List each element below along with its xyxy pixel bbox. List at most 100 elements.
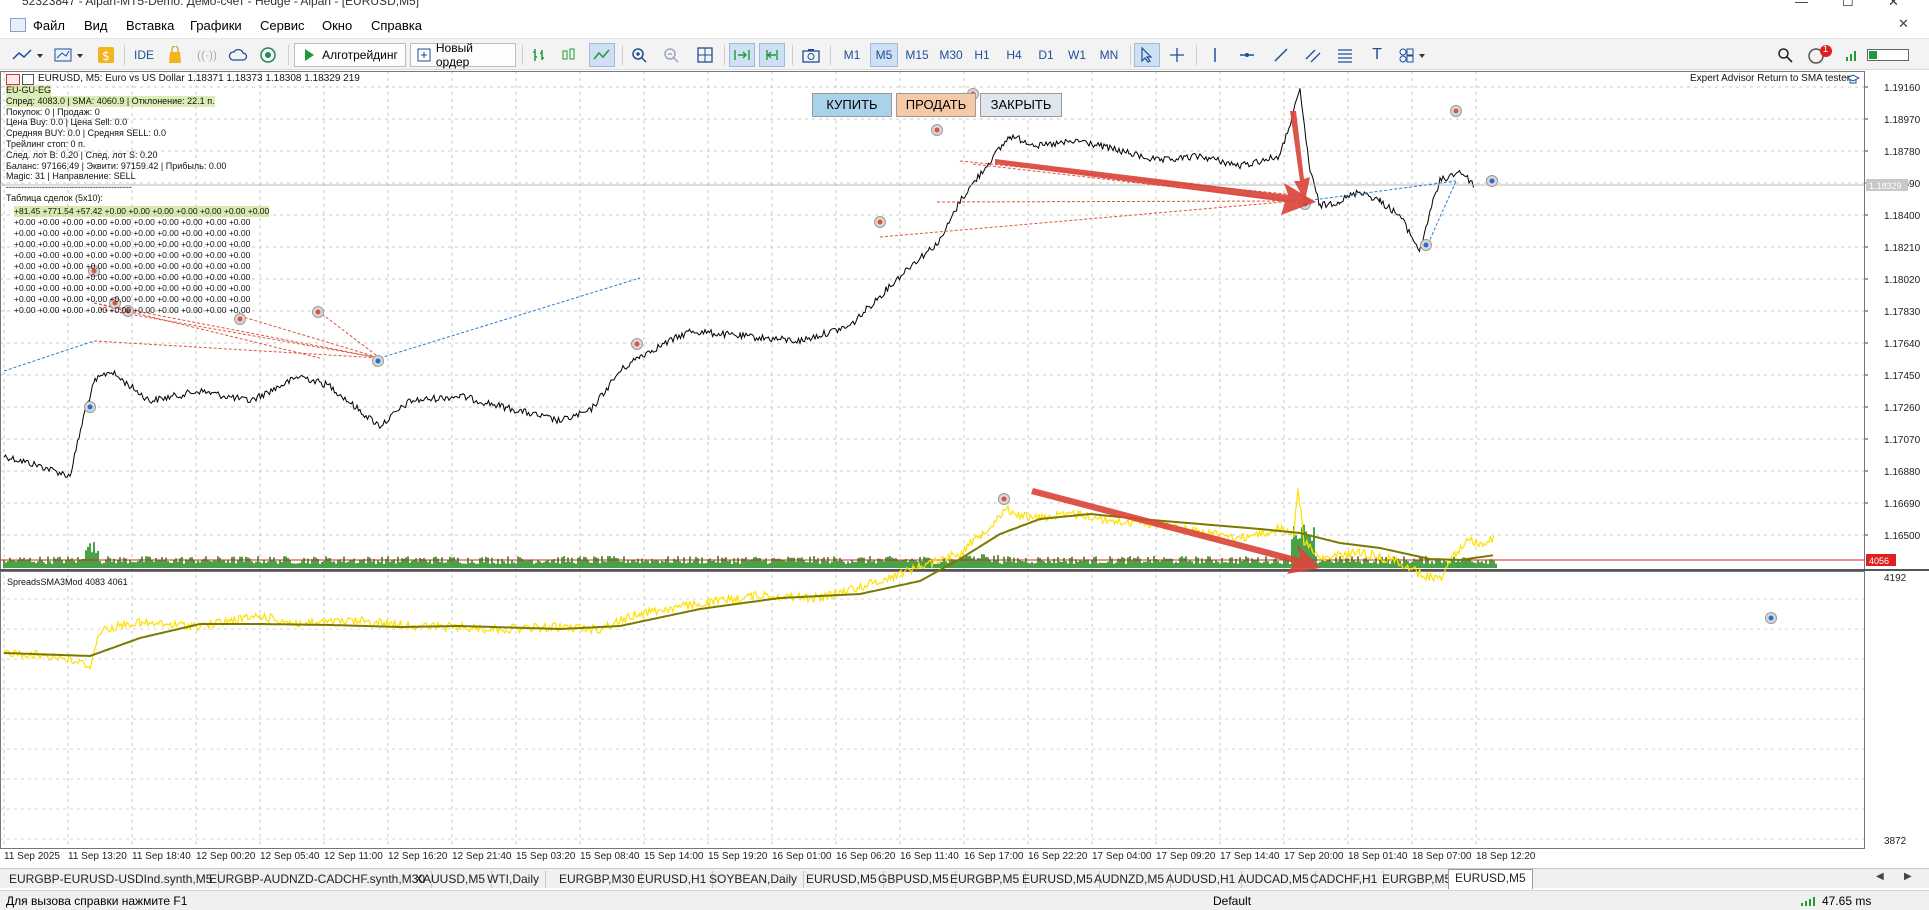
chart-tab[interactable]: WTI,Daily: [481, 871, 546, 888]
menu-charts[interactable]: Графики: [190, 18, 242, 33]
indicator-tick-label: 4192: [1884, 573, 1907, 584]
chart-tab[interactable]: AUDCAD,M5: [1232, 871, 1316, 888]
community-icon[interactable]: [256, 43, 280, 67]
sell-marker-icon: [234, 313, 246, 325]
marker-dot: [1453, 108, 1459, 114]
deals-table-row: +0.00 +0.00 +0.00 +0.00 +0.00 +0.00 +0.0…: [14, 293, 251, 304]
chart-tab[interactable]: EURGBP,M5: [944, 871, 1027, 888]
sell-marker-icon: [88, 265, 100, 277]
mdi-close-icon[interactable]: ✕: [1898, 16, 1909, 31]
new-order-button[interactable]: Новый ордер: [410, 41, 516, 69]
horizontal-line-icon[interactable]: [1236, 43, 1258, 67]
signals-icon[interactable]: ((·)): [197, 48, 217, 62]
time-tick-label: 15 Sep 14:00: [644, 851, 704, 862]
svg-text:$: $: [102, 49, 110, 63]
indicator-level-label: 4056: [1869, 556, 1889, 566]
notifications-icon[interactable]: 1: [1806, 43, 1834, 67]
sell-button[interactable]: ПРОДАТЬ: [896, 93, 976, 117]
timeframe-h1[interactable]: H1: [974, 48, 990, 62]
fibonacci-icon[interactable]: [1334, 43, 1356, 67]
chart-tab[interactable]: EURUSD,M5: [1016, 871, 1100, 888]
marker-dot: [91, 268, 97, 274]
chart-tab[interactable]: XAUUSD,M5: [409, 871, 493, 888]
status-ping: 47.65 ms: [1822, 894, 1872, 908]
close-icon[interactable]: ✕: [1888, 0, 1899, 8]
vps-cloud-icon[interactable]: [226, 43, 250, 67]
ea-info-line: ----------------------------------------…: [6, 182, 132, 193]
dollar-icon[interactable]: $: [96, 43, 116, 67]
minimize-icon[interactable]: —: [1795, 0, 1808, 8]
buy-marker-icon: [84, 401, 96, 413]
chart-tab[interactable]: AUDNZD,M5: [1088, 871, 1172, 888]
shapes-icon[interactable]: [1396, 43, 1430, 67]
ide-button[interactable]: IDE: [133, 48, 154, 62]
timeframe-d1[interactable]: D1: [1038, 48, 1054, 62]
timeframe-w1[interactable]: W1: [1068, 48, 1086, 62]
menu-tools[interactable]: Сервис: [260, 18, 305, 33]
maximize-icon[interactable]: ☐: [1842, 0, 1854, 8]
chart-tab[interactable]: CADCHF,H1: [1304, 871, 1385, 888]
chart-tab[interactable]: AUDUSD,H1: [1160, 871, 1243, 888]
chart-tab[interactable]: EURGBP,M30: [553, 871, 642, 888]
screenshot-icon[interactable]: [800, 43, 822, 67]
zoom-out-icon[interactable]: [660, 43, 682, 67]
grid-icon[interactable]: [694, 43, 716, 67]
buy-button[interactable]: КУПИТЬ: [812, 93, 892, 117]
menu-insert[interactable]: Вставка: [126, 18, 175, 33]
sell-marker-icon: [1450, 105, 1462, 117]
app-menu-icon[interactable]: [10, 18, 26, 32]
chart-tab[interactable]: EURGBP,M5: [1376, 871, 1459, 888]
time-tick-label: 18 Sep 01:40: [1348, 851, 1408, 862]
line-chart-icon[interactable]: [589, 43, 615, 67]
market-bag-icon[interactable]: [164, 43, 186, 67]
chart-shift-icon[interactable]: [759, 43, 785, 67]
algo-trading-label: Алготрейдинг: [322, 48, 398, 62]
sell-marker-icon: [122, 305, 134, 317]
indicator-tick-label: 3872: [1884, 836, 1907, 847]
signal-strength-icon[interactable]: [1842, 43, 1862, 67]
templates-button[interactable]: [52, 43, 88, 67]
timeframe-mn[interactable]: MN: [1099, 48, 1119, 62]
chart-window[interactable]: 1.191601.189701.187801.185901.184001.182…: [0, 71, 1929, 864]
autoscroll-icon[interactable]: [729, 43, 755, 67]
ea-info-line: Цена Buy: 0.0 | Цена Sell: 0.0: [6, 117, 128, 128]
crosshair-icon[interactable]: [1166, 43, 1188, 67]
chart-tab[interactable]: EURGBP-EURUSD-USDInd.synth,M5: [3, 871, 220, 888]
candlestick-icon[interactable]: [558, 43, 580, 67]
chart-tab[interactable]: EURUSD,H1: [631, 871, 714, 888]
zoom-in-icon[interactable]: [628, 43, 650, 67]
price-tick-label: 1.17450: [1884, 371, 1921, 382]
time-tick-label: 12 Sep 00:20: [196, 851, 256, 862]
chart-tab[interactable]: EURGBP-AUDNZD-CADCHF.synth,M30: [203, 871, 433, 888]
chart-tab[interactable]: EURUSD,M5: [1448, 869, 1533, 889]
timeframe-m30[interactable]: M30: [939, 48, 963, 62]
vertical-line-icon[interactable]: [1204, 43, 1226, 67]
timeframe-m1[interactable]: M1: [843, 48, 861, 62]
chart-type-button[interactable]: [10, 43, 46, 67]
chart-canvas[interactable]: 1.191601.189701.187801.185901.184001.182…: [0, 71, 1929, 864]
chart-tab[interactable]: SOYBEAN,Daily: [703, 871, 805, 888]
chart-tab[interactable]: GBPUSD,M5: [872, 871, 956, 888]
indicator-label: SpreadsSMA3Mod 4083 4061: [7, 577, 128, 587]
bar-chart-icon[interactable]: [528, 43, 550, 67]
timeframe-h4[interactable]: H4: [1006, 48, 1022, 62]
trade-link-line: [1304, 180, 1457, 202]
trendline-icon[interactable]: [1270, 43, 1292, 67]
search-icon[interactable]: [1774, 43, 1796, 67]
chart-tab[interactable]: EURUSD,M5: [800, 871, 884, 888]
menu-view[interactable]: Вид: [84, 18, 108, 33]
price-tick-label: 1.18210: [1884, 243, 1921, 254]
menu-window[interactable]: Окно: [322, 18, 353, 33]
channel-icon[interactable]: [1302, 43, 1324, 67]
time-tick-label: 18 Sep 12:20: [1476, 851, 1536, 862]
cursor-icon[interactable]: [1134, 43, 1160, 67]
algo-trading-button[interactable]: Алготрейдинг: [294, 43, 406, 67]
timeframe-m15[interactable]: M15: [905, 48, 929, 62]
tabs-scroll-right-icon[interactable]: ▶: [1904, 871, 1912, 882]
menu-help[interactable]: Справка: [371, 18, 422, 33]
text-tool-icon[interactable]: T: [1372, 46, 1382, 63]
timeframe-m5[interactable]: M5: [870, 43, 898, 67]
menu-file[interactable]: Файл: [33, 18, 65, 33]
tabs-scroll-left-icon[interactable]: ◀: [1876, 871, 1884, 882]
close-button[interactable]: ЗАКРЫТЬ: [980, 93, 1062, 117]
